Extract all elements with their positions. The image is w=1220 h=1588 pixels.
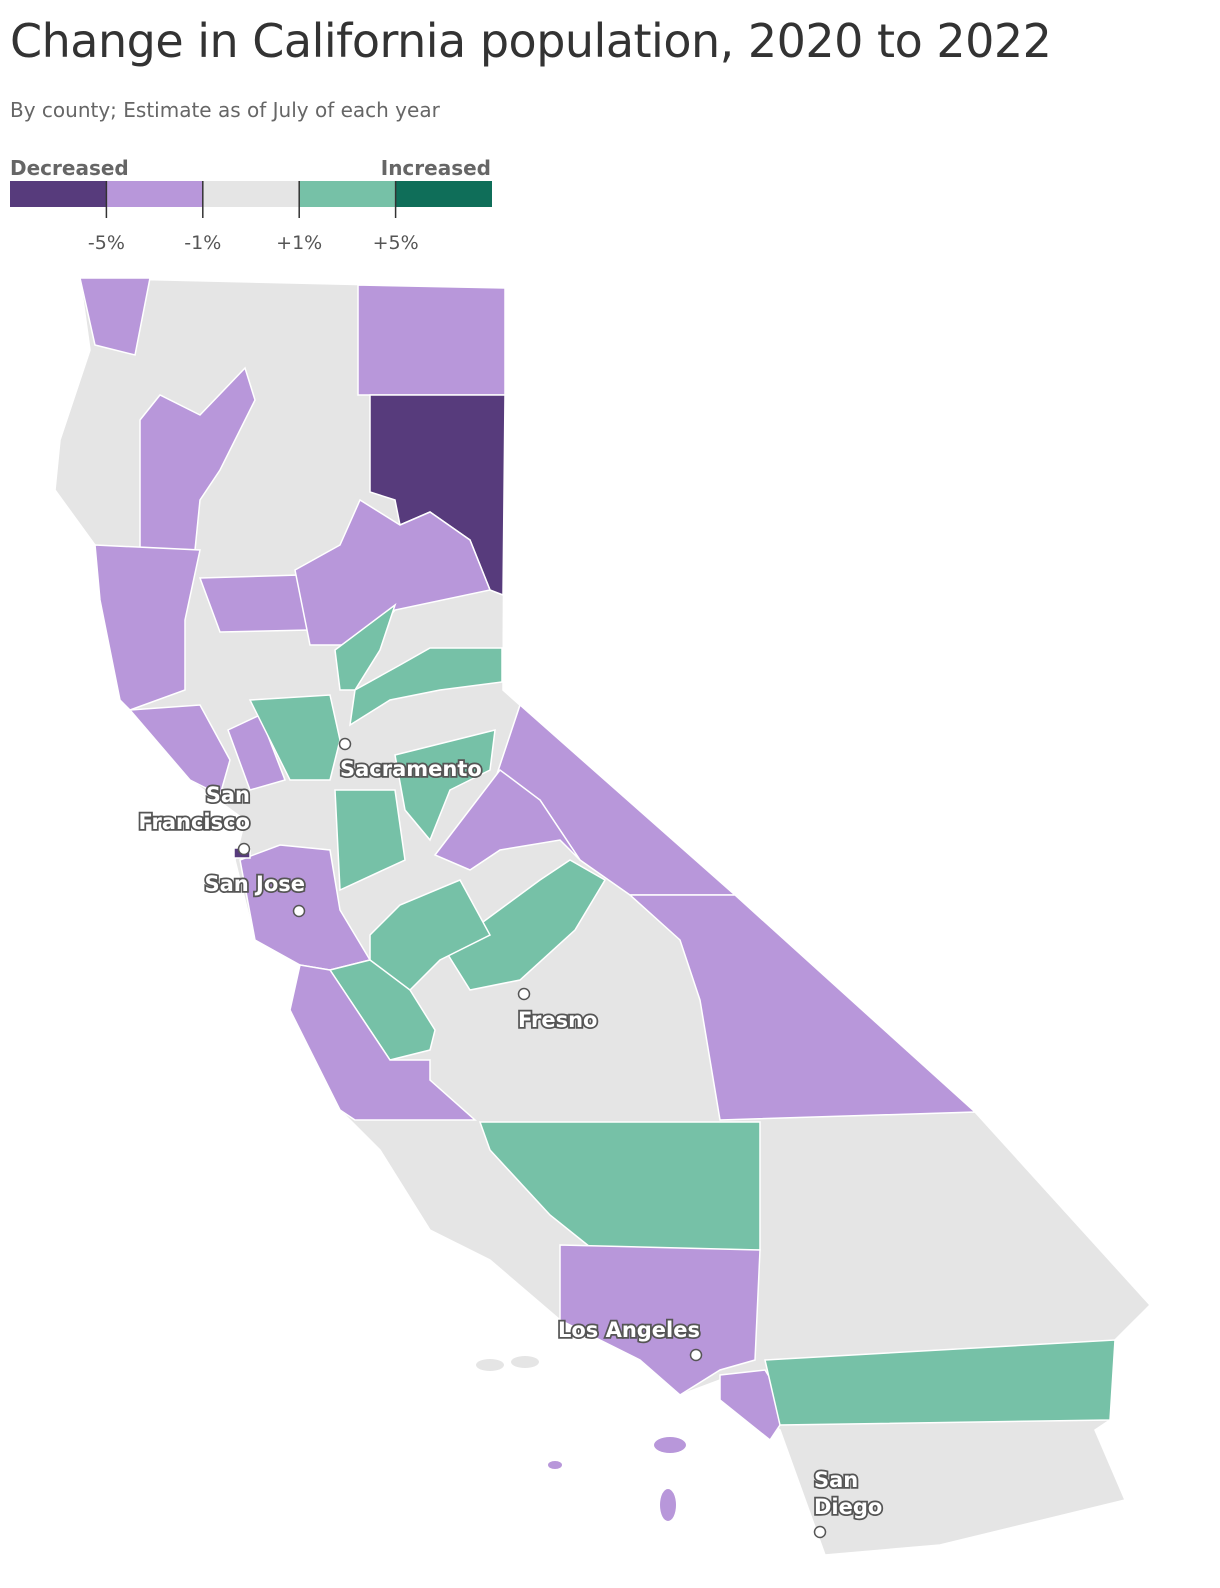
legend: Decreased Increased -5% -1% +1% +5% [10,156,492,254]
county [248,694,341,781]
legend-low: Decreased [10,156,129,180]
county [128,704,231,797]
city-label: Los Angeles [558,1318,700,1342]
legend-swatch [10,181,107,207]
county [394,729,496,842]
island [511,1356,539,1368]
city-label: Diego [814,1495,882,1519]
county [198,574,311,633]
legend-tick-label: +1% [276,232,322,254]
county [628,894,977,1121]
county [433,768,581,871]
county [289,964,477,1121]
city-marker [292,904,306,918]
legend-swatch [395,181,492,207]
county [227,713,286,791]
legend-tick-label: -1% [184,232,221,254]
legend-swatch [299,181,396,207]
island [660,1489,676,1521]
island [476,1359,504,1371]
city-marker [338,737,352,751]
title: Change in California population, 2020 to… [10,14,1052,68]
legend-swatch [202,181,300,207]
city-marker [237,842,251,856]
island [548,1461,562,1469]
county [79,277,151,356]
california [54,277,1152,1556]
county [559,1244,761,1396]
county [357,284,506,396]
city-label: San [814,1468,858,1492]
city-marker [689,1348,703,1362]
legend-swatch [106,181,203,207]
city-marker [517,987,531,1001]
legend-tick-label: +5% [373,232,419,254]
city-label: Francisco [138,810,250,834]
county [443,859,607,991]
county [349,647,503,727]
city-label: San Jose [204,872,305,896]
county [764,1339,1116,1426]
county [334,602,397,691]
island [654,1437,686,1453]
legend-high: Increased [381,156,491,180]
city-label: Sacramento [340,757,482,781]
city-label: Fresno [518,1008,597,1032]
cities: Sacramento San Francisco San Jose Fresno Los … [137,737,884,1539]
city-label: San [206,783,250,807]
county [94,544,201,711]
subtitle: By county; Estimate as of July of each y… [10,98,440,122]
county [334,789,406,892]
legend-tick-label: -5% [88,232,125,254]
city-marker [813,1525,827,1539]
